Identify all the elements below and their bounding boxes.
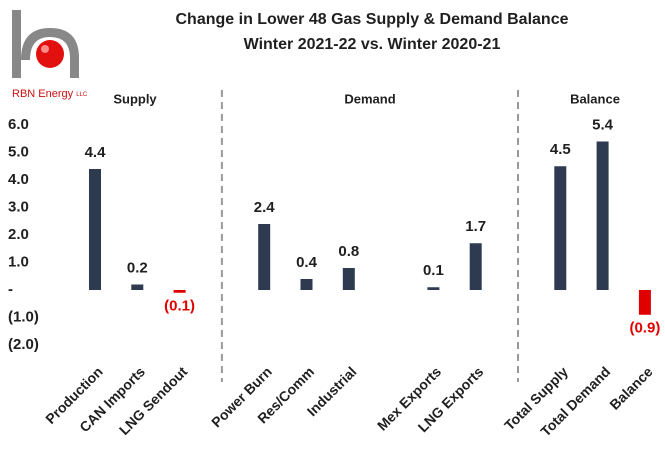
y-tick-label: 6.0 — [8, 116, 29, 133]
chart-subtitle: Winter 2021-22 vs. Winter 2020-21 — [244, 36, 501, 53]
logo-shine — [41, 45, 49, 53]
logo-suffix: LLC — [76, 92, 88, 98]
value-label: 0.1 — [423, 262, 444, 279]
bar — [554, 166, 567, 290]
group-label: Balance — [570, 91, 620, 106]
group-label: Supply — [113, 91, 157, 106]
value-label: 5.4 — [592, 116, 614, 133]
value-label: (0.9) — [629, 320, 660, 337]
y-tick-label: 5.0 — [8, 143, 29, 160]
logo-text: RBN Energy LLC — [12, 88, 88, 100]
logo-ball — [36, 40, 64, 68]
bar — [300, 279, 313, 290]
value-label: 4.4 — [85, 144, 107, 161]
logo-name: RBN Energy — [12, 88, 74, 100]
value-label: 1.7 — [465, 218, 486, 235]
value-label: 0.2 — [127, 259, 148, 276]
bar — [258, 224, 271, 290]
bar — [638, 290, 651, 315]
value-label: 0.4 — [296, 254, 318, 271]
bar — [596, 141, 609, 290]
y-tick-label: 4.0 — [8, 171, 29, 188]
bar — [427, 287, 440, 290]
chart-title: Change in Lower 48 Gas Supply & Demand B… — [176, 11, 569, 28]
logo-arc — [21, 28, 79, 78]
bar — [89, 169, 101, 290]
value-label: 4.5 — [550, 141, 571, 158]
y-tick-label: (2.0) — [8, 336, 39, 353]
bar — [131, 284, 144, 290]
value-label: 0.8 — [338, 243, 359, 260]
bar — [173, 290, 186, 293]
group-label: Demand — [344, 91, 395, 106]
logo: RBN Energy LLC — [12, 10, 88, 100]
y-tick-label: - — [8, 281, 13, 298]
x-tick-label: Balance — [606, 363, 655, 412]
logo-stem — [12, 10, 21, 78]
value-label: 2.4 — [254, 199, 276, 216]
bar — [342, 268, 355, 290]
y-tick-label: 1.0 — [8, 253, 29, 270]
y-tick-label: 3.0 — [8, 198, 29, 215]
bar — [469, 243, 482, 290]
y-tick-label: (1.0) — [8, 308, 39, 325]
y-tick-label: 2.0 — [8, 226, 29, 243]
value-label: (0.1) — [164, 298, 195, 315]
